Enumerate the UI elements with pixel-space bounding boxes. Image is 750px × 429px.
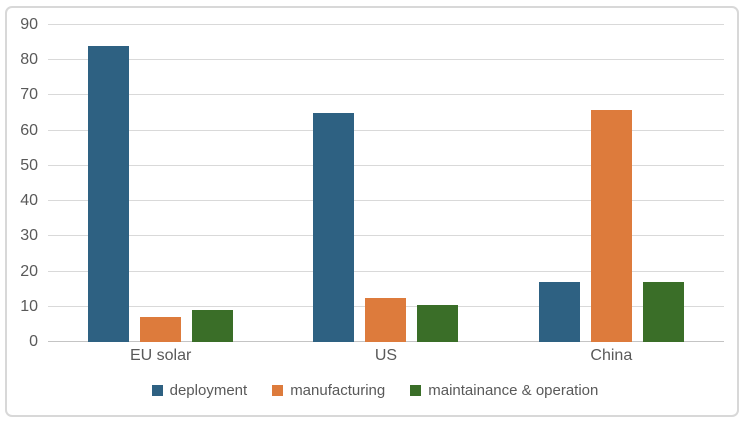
gridline — [48, 94, 724, 96]
bar-china — [538, 282, 580, 342]
plot-area — [48, 24, 724, 342]
x-axis-labels: EU solar US China — [48, 347, 724, 365]
bar-group-eu-solar — [48, 25, 273, 342]
legend-swatch-icon — [151, 385, 163, 396]
y-tick-label: 0 — [29, 333, 38, 350]
legend-item: deployment — [151, 382, 248, 399]
y-tick-label: 30 — [20, 227, 38, 245]
bar-us — [365, 297, 407, 342]
bar-groups — [48, 25, 724, 342]
legend-label: maintainance & operation — [428, 382, 599, 399]
bar-eu-solar — [192, 310, 234, 342]
y-tick-label: 80 — [20, 51, 38, 69]
y-tick-label: 70 — [20, 86, 38, 104]
legend-swatch-icon — [410, 385, 422, 396]
bar-us — [417, 305, 459, 342]
y-tick-label: 60 — [20, 121, 38, 139]
legend-swatch-icon — [272, 385, 284, 396]
gridline — [48, 270, 724, 272]
bar-china — [642, 282, 684, 342]
legend-item: maintainance & operation — [410, 382, 598, 399]
y-tick-label: 90 — [20, 16, 38, 33]
legend: deployment manufacturing maintainance & op… — [0, 382, 750, 399]
gridline — [48, 129, 724, 131]
gridline — [48, 164, 724, 166]
y-axis-labels: 0 10 20 30 40 50 60 70 80 90 — [0, 17, 42, 350]
y-tick-label: 50 — [20, 156, 38, 174]
gridline — [48, 200, 724, 202]
gridline — [48, 235, 724, 237]
bar-china — [590, 109, 632, 342]
bar-group-us — [273, 25, 498, 342]
bar-us — [313, 113, 355, 342]
legend-label: deployment — [169, 382, 248, 399]
bar-eu-solar — [140, 317, 182, 342]
x-category-label: EU solar — [129, 347, 192, 364]
x-category-label: US — [374, 347, 398, 364]
legend-label: manufacturing — [290, 382, 386, 399]
y-tick-label: 10 — [20, 297, 38, 315]
bar-group-china — [499, 25, 724, 342]
x-category-label: China — [590, 347, 633, 364]
y-tick-label: 40 — [20, 192, 38, 210]
bar-eu-solar — [88, 46, 130, 342]
gridline — [48, 59, 724, 61]
legend-item: manufacturing — [272, 382, 385, 399]
gridline — [48, 24, 724, 25]
y-tick-label: 20 — [20, 262, 38, 280]
